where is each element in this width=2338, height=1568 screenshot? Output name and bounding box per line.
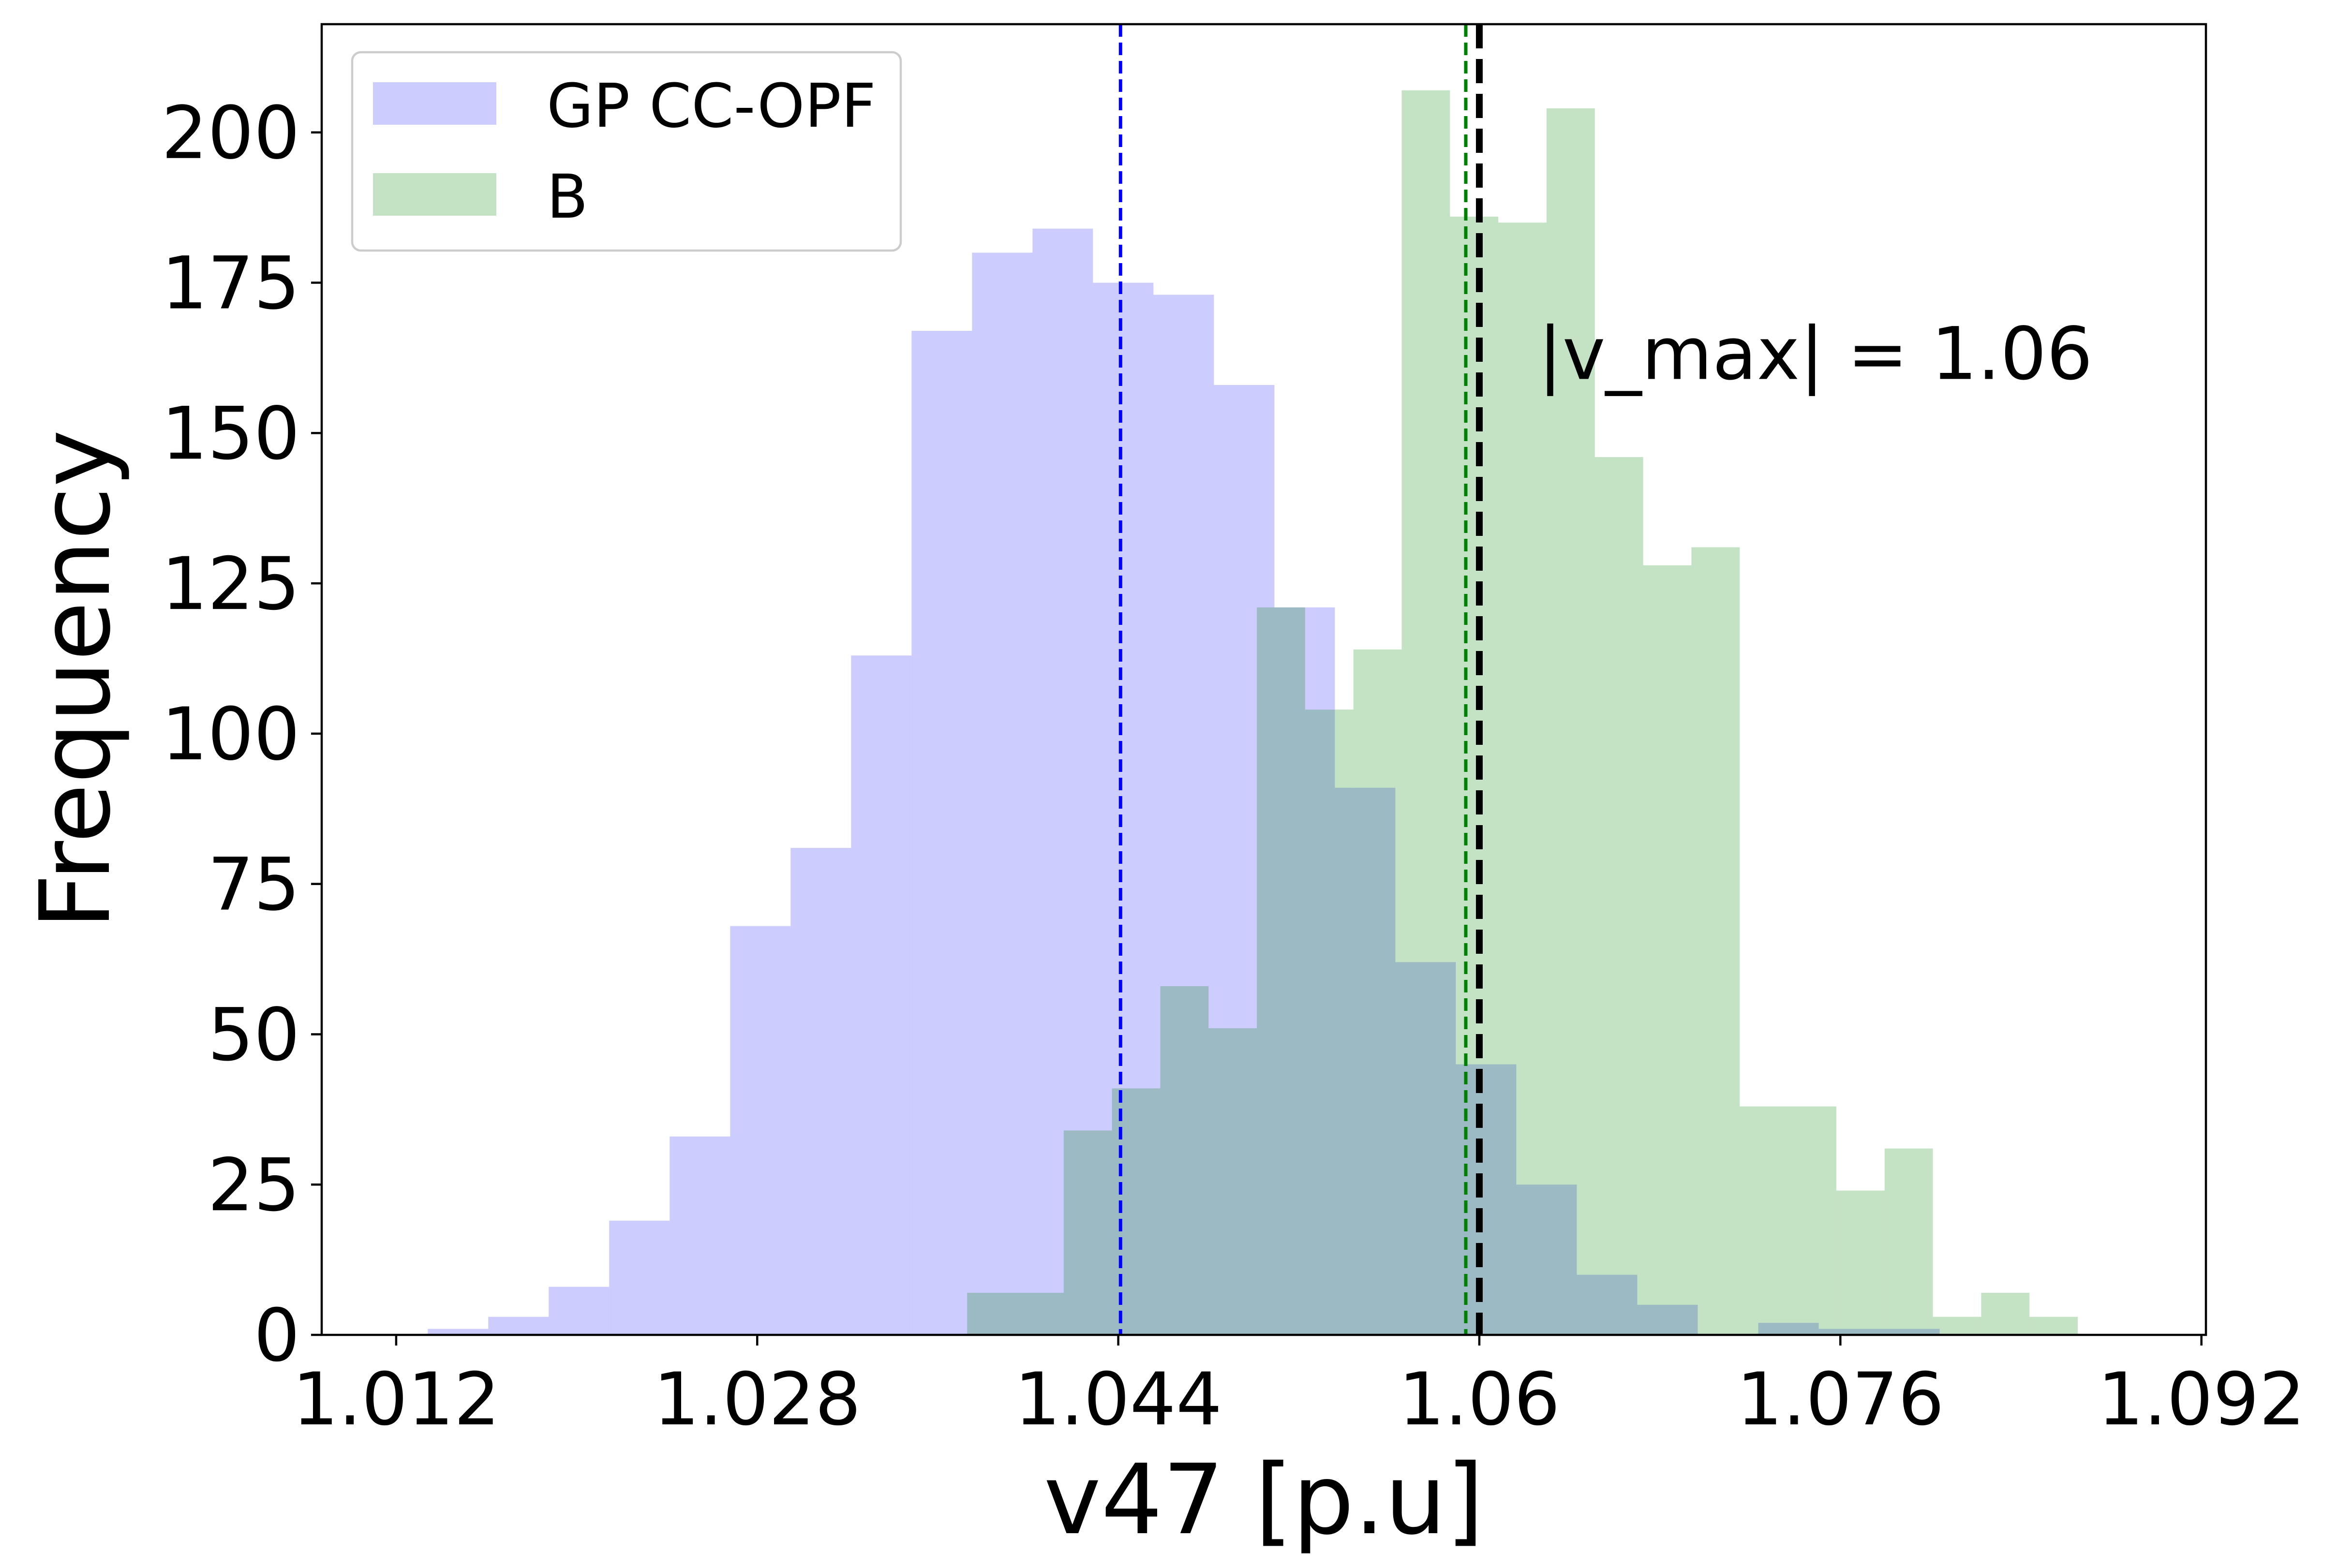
x-tick-label-0: 1.012 bbox=[292, 1358, 500, 1442]
bar-b-7 bbox=[1305, 710, 1354, 1335]
bar-gp-cc-opf-19 bbox=[1577, 1274, 1638, 1335]
bar-gp-cc-opf-15 bbox=[1335, 787, 1396, 1335]
x-tick-label-2: 1.044 bbox=[1014, 1358, 1222, 1442]
bar-b-19 bbox=[1884, 1148, 1933, 1335]
plot-frame bbox=[320, 23, 2207, 1336]
bar-gp-cc-opf-18 bbox=[1516, 1184, 1577, 1335]
bar-b-13 bbox=[1594, 457, 1643, 1335]
legend-label-gp-cc-opf: GP CC-OPF bbox=[547, 71, 876, 141]
y-tick-label-7: 175 bbox=[162, 242, 300, 326]
y-tick-label-2: 50 bbox=[208, 993, 300, 1077]
legend: GP CC-OPF B bbox=[351, 51, 902, 252]
legend-box bbox=[351, 51, 902, 252]
bar-gp-cc-opf-22 bbox=[1758, 1323, 1819, 1335]
bar-gp-cc-opf-10 bbox=[1032, 228, 1093, 1335]
bar-gp-cc-opf-23 bbox=[1818, 1329, 1879, 1335]
x-axis-label: v47 [p.u] bbox=[1044, 1444, 1484, 1556]
legend-swatch-gp-cc-opf bbox=[373, 82, 496, 125]
y-tick-label-8: 200 bbox=[162, 91, 300, 176]
x-tick-label-1: 1.028 bbox=[654, 1358, 861, 1442]
bar-b-6 bbox=[1257, 607, 1305, 1335]
bar-gp-cc-opf-9 bbox=[972, 252, 1033, 1335]
reference-lines bbox=[1118, 24, 1483, 1335]
bar-gp-cc-opf-3 bbox=[609, 1220, 670, 1335]
bar-gp-cc-opf-6 bbox=[790, 848, 851, 1335]
x-tick-label-4: 1.076 bbox=[1737, 1358, 1944, 1442]
bar-gp-cc-opf-13 bbox=[1214, 385, 1275, 1335]
bar-b-17 bbox=[1788, 1106, 1836, 1335]
bar-b-9 bbox=[1401, 90, 1450, 1335]
legend-label-b: B bbox=[547, 162, 588, 232]
bar-b-22 bbox=[2029, 1317, 2078, 1335]
bar-b-1 bbox=[1015, 1292, 1064, 1335]
bar-b-12 bbox=[1546, 108, 1595, 1335]
bar-b-21 bbox=[1981, 1292, 2030, 1335]
bar-b-2 bbox=[1063, 1130, 1112, 1335]
bar-gp-cc-opf-12 bbox=[1153, 295, 1214, 1335]
x-tick-label-5: 1.092 bbox=[2098, 1358, 2305, 1442]
bar-gp-cc-opf-7 bbox=[851, 655, 912, 1335]
y-tick-label-3: 75 bbox=[208, 843, 300, 927]
bar-b-5 bbox=[1208, 1028, 1257, 1335]
bar-b-20 bbox=[1933, 1317, 1981, 1335]
bar-b-18 bbox=[1836, 1190, 1885, 1335]
bar-b-14 bbox=[1643, 565, 1692, 1335]
bar-gp-cc-opf-8 bbox=[911, 330, 972, 1335]
bar-gp-cc-opf-20 bbox=[1637, 1304, 1698, 1335]
y-tick-label-5: 125 bbox=[162, 542, 300, 626]
bar-b-8 bbox=[1353, 649, 1402, 1335]
bar-b-11 bbox=[1498, 222, 1547, 1335]
bar-gp-cc-opf-0 bbox=[428, 1329, 489, 1335]
bar-b-16 bbox=[1740, 1106, 1788, 1335]
bar-gp-cc-opf-16 bbox=[1395, 962, 1456, 1335]
y-tick-label-1: 25 bbox=[208, 1143, 300, 1228]
histogram-bars bbox=[428, 90, 2078, 1335]
bar-gp-cc-opf-5 bbox=[730, 926, 791, 1335]
y-tick-label-0: 0 bbox=[254, 1294, 300, 1378]
bar-gp-cc-opf-4 bbox=[670, 1136, 730, 1335]
x-tick-label-3: 1.06 bbox=[1399, 1358, 1560, 1442]
y-tick-label-4: 100 bbox=[162, 693, 300, 777]
bar-gp-cc-opf-24 bbox=[1879, 1329, 1940, 1335]
y-tick-label-6: 150 bbox=[162, 392, 300, 476]
y-axis-label: Frequency bbox=[19, 429, 132, 929]
y-axis-ticks: 0 25 50 75 100 125 150 175 200 bbox=[162, 91, 322, 1378]
bar-gp-cc-opf-11 bbox=[1093, 282, 1154, 1335]
legend-swatch-b bbox=[373, 173, 496, 216]
bar-gp-cc-opf-2 bbox=[549, 1287, 610, 1335]
bar-b-4 bbox=[1160, 986, 1209, 1335]
x-axis-ticks: 1.012 1.028 1.044 1.06 1.076 1.092 bbox=[292, 1335, 2305, 1442]
bar-gp-cc-opf-1 bbox=[488, 1317, 549, 1335]
bar-gp-cc-opf-14 bbox=[1274, 607, 1335, 1335]
bar-b-15 bbox=[1691, 547, 1740, 1335]
bar-b-0 bbox=[967, 1292, 1015, 1335]
bar-b-10 bbox=[1450, 216, 1499, 1335]
vmax-annotation: |v_max| = 1.06 bbox=[1538, 312, 2093, 396]
